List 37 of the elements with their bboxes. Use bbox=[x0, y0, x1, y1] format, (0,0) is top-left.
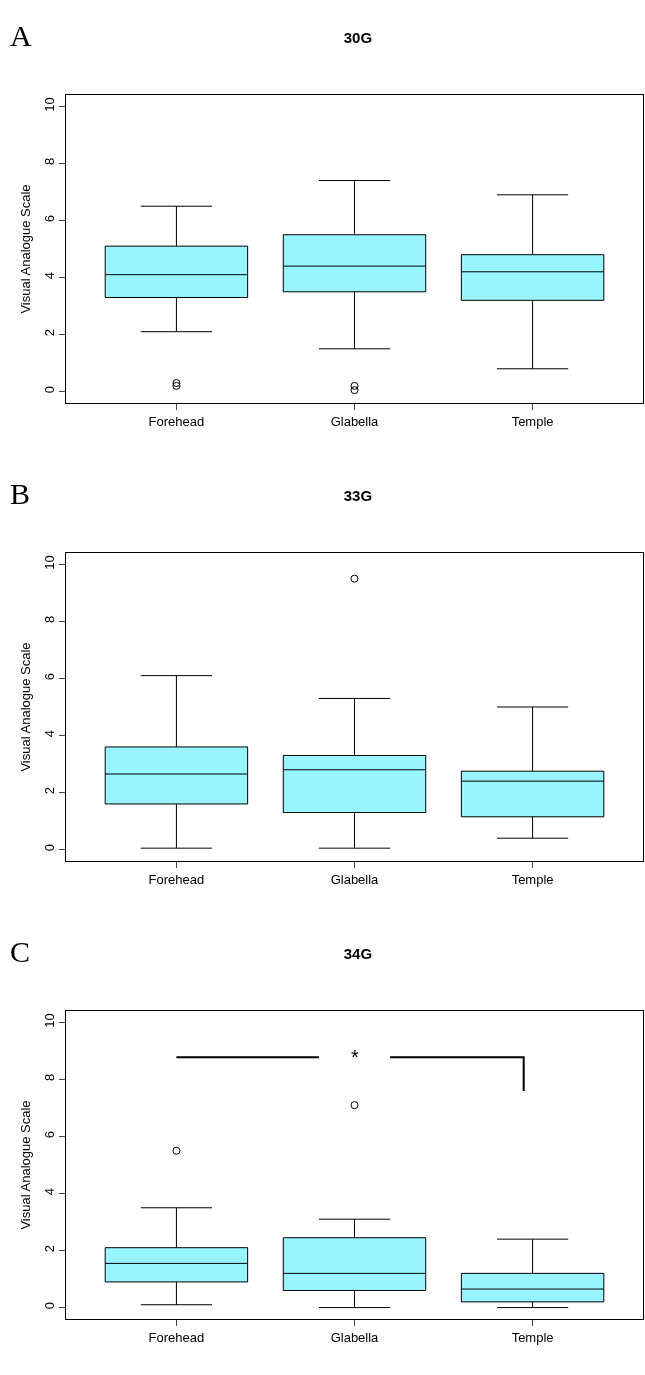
chart-title: 30G bbox=[343, 28, 373, 46]
text: C bbox=[10, 935, 31, 968]
y-tick-label: 8 bbox=[41, 615, 57, 624]
x-tick-label: Glabella bbox=[330, 1329, 380, 1345]
y-tick-label: 8 bbox=[41, 1073, 57, 1082]
y-tick-label: 6 bbox=[41, 214, 57, 223]
y-tick-label: 4 bbox=[41, 271, 57, 280]
y-tick-label: 6 bbox=[41, 672, 57, 681]
annotation: * bbox=[351, 1046, 359, 1068]
y-tick-label: 0 bbox=[41, 844, 57, 852]
y-tick-label: 4 bbox=[41, 1187, 57, 1196]
y-tick-label: 10 bbox=[41, 555, 57, 570]
chart-title: 34G bbox=[343, 944, 373, 962]
y-tick-label: 2 bbox=[41, 1244, 57, 1253]
y-tick-label: 10 bbox=[41, 97, 57, 112]
y-tick-label: 8 bbox=[41, 157, 57, 166]
x-tick-label: Forehead bbox=[148, 1329, 205, 1345]
y-tick-label: 4 bbox=[41, 729, 57, 738]
x-tick-label: Temple bbox=[511, 871, 554, 887]
x-tick-label: Forehead bbox=[148, 413, 205, 429]
x-tick-label: Glabella bbox=[330, 413, 380, 429]
y-axis-title: Visual Analogue Scale bbox=[18, 642, 33, 772]
x-tick-label: Temple bbox=[511, 413, 554, 429]
y-tick-label: 6 bbox=[41, 1130, 57, 1139]
x-tick-label: Temple bbox=[511, 1329, 554, 1345]
y-tick-label: 2 bbox=[41, 786, 57, 795]
y-axis-title: Visual Analogue Scale bbox=[18, 1100, 33, 1230]
y-tick-label: 0 bbox=[41, 1302, 57, 1310]
chart-title: 33G bbox=[343, 486, 373, 504]
x-tick-label: Glabella bbox=[330, 871, 380, 887]
x-tick-label: Forehead bbox=[148, 871, 205, 887]
y-tick-label: 10 bbox=[41, 1013, 57, 1028]
y-tick-label: 0 bbox=[41, 386, 57, 394]
text: A bbox=[10, 19, 32, 52]
y-tick-label: 2 bbox=[41, 328, 57, 337]
text: B bbox=[10, 477, 31, 510]
y-axis-title: Visual Analogue Scale bbox=[18, 184, 33, 314]
